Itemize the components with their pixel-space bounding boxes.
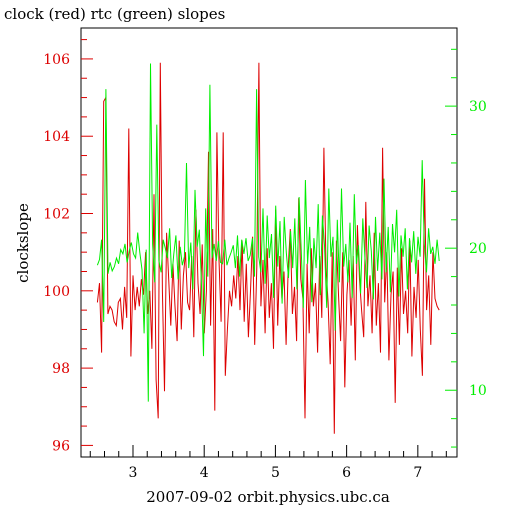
right-tick-label: 20: [469, 241, 487, 257]
rtc-series-line: [96, 63, 440, 402]
x-tick-label: 3: [129, 465, 138, 481]
right-tick-label: 30: [469, 99, 487, 115]
x-tick-label: 5: [271, 465, 280, 481]
x-axis-label: 2007-09-02 orbit.physics.ubc.ca: [146, 488, 390, 506]
left-tick-label: 100: [43, 284, 70, 300]
chart-title: clock (red) rtc (green) slopes: [4, 5, 225, 23]
y-axis-label: clockslope: [14, 203, 32, 283]
x-tick-label: 6: [342, 465, 351, 481]
right-tick-label: 10: [469, 383, 487, 399]
left-tick-label: 96: [52, 438, 70, 454]
left-axis: 96 98 100 102 104 106: [43, 39, 93, 454]
left-tick-label: 104: [43, 129, 70, 145]
left-tick-label: 98: [52, 361, 70, 377]
x-axis: 3 4 5 6 7: [89, 445, 447, 481]
series-layer: [96, 62, 440, 434]
x-tick-label: 7: [413, 465, 422, 481]
left-tick-label: 102: [43, 207, 70, 223]
clock-series-line: [96, 62, 440, 434]
right-axis: 10 20 30: [445, 48, 487, 448]
plot-frame: [80, 27, 458, 458]
x-tick-label: 4: [200, 465, 209, 481]
left-tick-label: 106: [43, 52, 70, 68]
